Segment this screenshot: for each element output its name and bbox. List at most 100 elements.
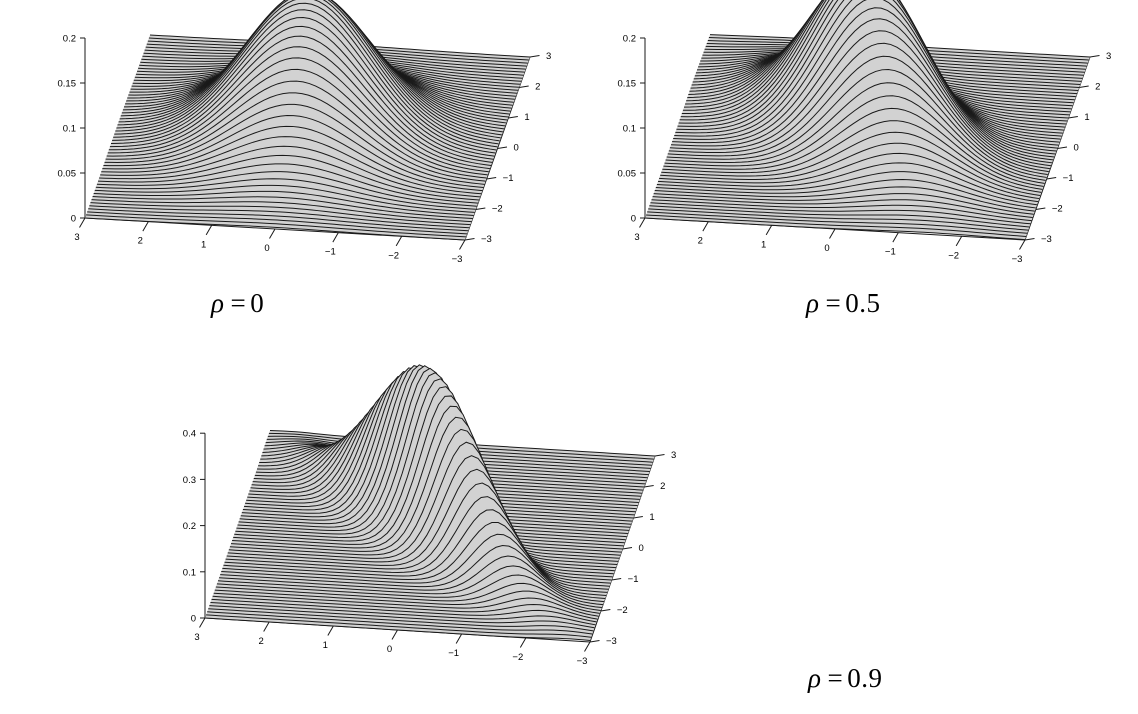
x-axis-tick <box>955 236 963 247</box>
y-axis-tick <box>1068 116 1078 119</box>
x-axis-tick <box>332 232 339 243</box>
mesh-line <box>208 608 594 632</box>
mesh-band <box>137 54 519 94</box>
y-axis-tick-label: −2 <box>492 204 503 215</box>
mesh-band <box>656 162 1038 205</box>
z-axis-tick-label: 0.1 <box>63 124 76 135</box>
mesh-band <box>260 445 647 484</box>
mesh-band <box>655 171 1037 208</box>
y-axis-tick-label: 3 <box>546 51 551 62</box>
mesh-line <box>96 171 477 207</box>
x-axis-tick <box>829 228 836 239</box>
y-axis-tick <box>622 547 633 550</box>
x-axis-tick-label: −1 <box>325 247 336 258</box>
mesh-line <box>116 0 497 151</box>
mesh-line <box>114 9 495 157</box>
x-axis-tick-label: −3 <box>452 254 463 265</box>
mesh-line <box>217 565 604 606</box>
z-axis-tick-label: 0 <box>191 614 196 625</box>
mesh-line <box>655 179 1036 209</box>
mesh-band <box>665 69 1047 181</box>
mesh-line <box>681 0 1062 137</box>
y-axis-tick-label: −1 <box>1063 173 1074 184</box>
mesh-line <box>669 30 1050 170</box>
mesh-band <box>653 186 1035 215</box>
z-axis-tick-label: 0.2 <box>623 34 636 45</box>
mesh-line <box>644 217 1026 241</box>
mesh-band <box>262 444 649 478</box>
x-axis-tick-label: 3 <box>74 232 79 243</box>
x-axis-tick <box>1019 239 1026 250</box>
mesh-line <box>664 95 1045 184</box>
mesh-line <box>204 617 591 642</box>
mesh-line <box>654 186 1035 212</box>
mesh-band <box>141 56 523 82</box>
mesh-line <box>97 163 479 204</box>
surface-canvas: 0 0.05 0.1 0.15 0.2 3 2 1 0 −1 −2 −3 3 2 1 0 −1 −2 −3 <box>58 0 551 265</box>
z-axis-tick-label: 0.05 <box>58 169 77 180</box>
x-axis-tick-label: 2 <box>138 236 143 247</box>
z-axis-tick-label: 0 <box>631 214 636 225</box>
mesh-band <box>701 50 1083 82</box>
mesh-line <box>676 0 1057 152</box>
x-axis-tick-label: −2 <box>512 652 523 663</box>
z-axis-tick-label: 0.1 <box>623 124 636 135</box>
mesh-line <box>118 0 499 145</box>
mesh-line <box>673 0 1054 161</box>
mesh-line <box>651 199 1032 222</box>
y-axis-tick <box>1024 238 1035 241</box>
mesh-band <box>214 583 601 614</box>
mesh-band <box>652 193 1034 218</box>
y-axis-tick <box>508 116 518 119</box>
x-axis-tick-label: −1 <box>885 247 896 258</box>
y-axis-tick <box>633 516 643 519</box>
mesh-line <box>110 35 492 166</box>
x-axis-tick-label: 2 <box>259 636 264 647</box>
mesh-line <box>117 0 498 148</box>
x-axis-tick <box>584 641 591 652</box>
mesh-line <box>659 152 1040 200</box>
mesh-line <box>101 136 482 195</box>
z-axis-tick-label: 0.3 <box>183 475 196 486</box>
mesh-line <box>213 592 599 617</box>
mesh-line <box>216 574 602 609</box>
mesh-line <box>108 57 489 173</box>
mesh-line <box>677 0 1058 149</box>
mesh-line <box>95 178 476 210</box>
mesh-line <box>672 7 1053 164</box>
mesh-line <box>88 208 469 232</box>
equals-sign: = <box>827 663 844 693</box>
equals-sign: = <box>825 288 842 318</box>
mesh-band <box>95 171 477 210</box>
mesh-line <box>237 367 623 550</box>
mesh-line <box>665 82 1046 181</box>
mesh-band <box>224 483 611 587</box>
mesh-band <box>697 46 1079 94</box>
mesh-line <box>667 55 1048 175</box>
mesh-line <box>86 214 467 238</box>
mesh-band <box>133 45 515 103</box>
x-axis-tick-label: 1 <box>761 239 766 250</box>
mesh-band <box>263 442 650 475</box>
mesh-line <box>103 115 484 188</box>
mesh-band <box>664 82 1046 184</box>
mesh-line <box>211 598 597 623</box>
y-axis-tick-label: 2 <box>1095 82 1100 93</box>
y-axis-tick <box>600 609 611 612</box>
mesh-line <box>663 107 1044 187</box>
mesh-band <box>699 50 1081 88</box>
mesh-line <box>229 428 615 572</box>
mesh-band <box>647 208 1029 234</box>
y-axis-tick-label: 1 <box>1084 112 1089 123</box>
z-axis-tick-label: 0 <box>71 214 76 225</box>
mesh-line <box>121 0 502 136</box>
equals-sign: = <box>230 288 247 318</box>
x-axis-tick <box>455 633 463 644</box>
mesh-line <box>219 555 605 603</box>
mesh-line <box>102 125 483 192</box>
mesh-line <box>235 378 621 556</box>
rho-symbol: ρ <box>211 288 225 318</box>
mesh-line <box>670 18 1052 167</box>
mesh-line <box>113 16 494 160</box>
surface-plot-rho-05: 0 0.05 0.1 0.15 0.2 3 2 1 0 −1 −2 −3 3 2 1 0 −1 −2 −3 <box>595 0 1138 280</box>
